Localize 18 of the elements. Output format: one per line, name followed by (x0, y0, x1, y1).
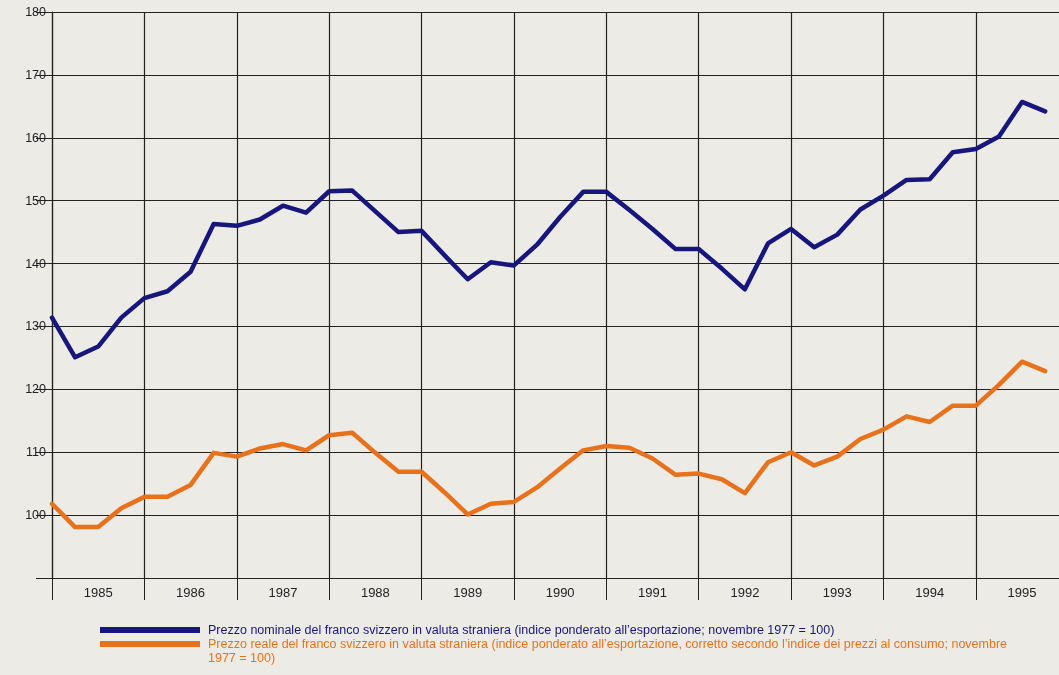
line-series (49, 99, 1048, 360)
x-tick-label: 1993 (822, 585, 852, 600)
x-tick-label: 1992 (730, 585, 760, 600)
x-tick-label: 1991 (638, 585, 667, 600)
y-tick-label: 110 (26, 445, 47, 460)
text: Prezzo nominale del franco svizzero in valuta straniera (indice ponderato all’esportazione; novembre 1977 = 100) (208, 623, 836, 637)
y-tick-label: 170 (25, 67, 47, 82)
x-tick-label: 1990 (545, 585, 575, 600)
x-tick-label: 1995 (1007, 585, 1037, 600)
x-tick-label: 1986 (176, 585, 206, 600)
x-tick-label: 1987 (268, 585, 298, 600)
text: Prezzo reale del franco svizzero in valuta straniera (indice ponderato all’esportazione, corretto secondo l’indice dei prezzi al consumo; novembre 1977 = 100) (208, 637, 1008, 665)
x-tick-label: 1989 (453, 585, 483, 600)
x-tick-label: 1988 (360, 585, 390, 600)
x-tick-label: 1994 (915, 585, 945, 600)
line-series (49, 359, 1048, 530)
x-tick-label: 1985 (83, 585, 113, 600)
y-tick-label: 120 (25, 382, 47, 397)
